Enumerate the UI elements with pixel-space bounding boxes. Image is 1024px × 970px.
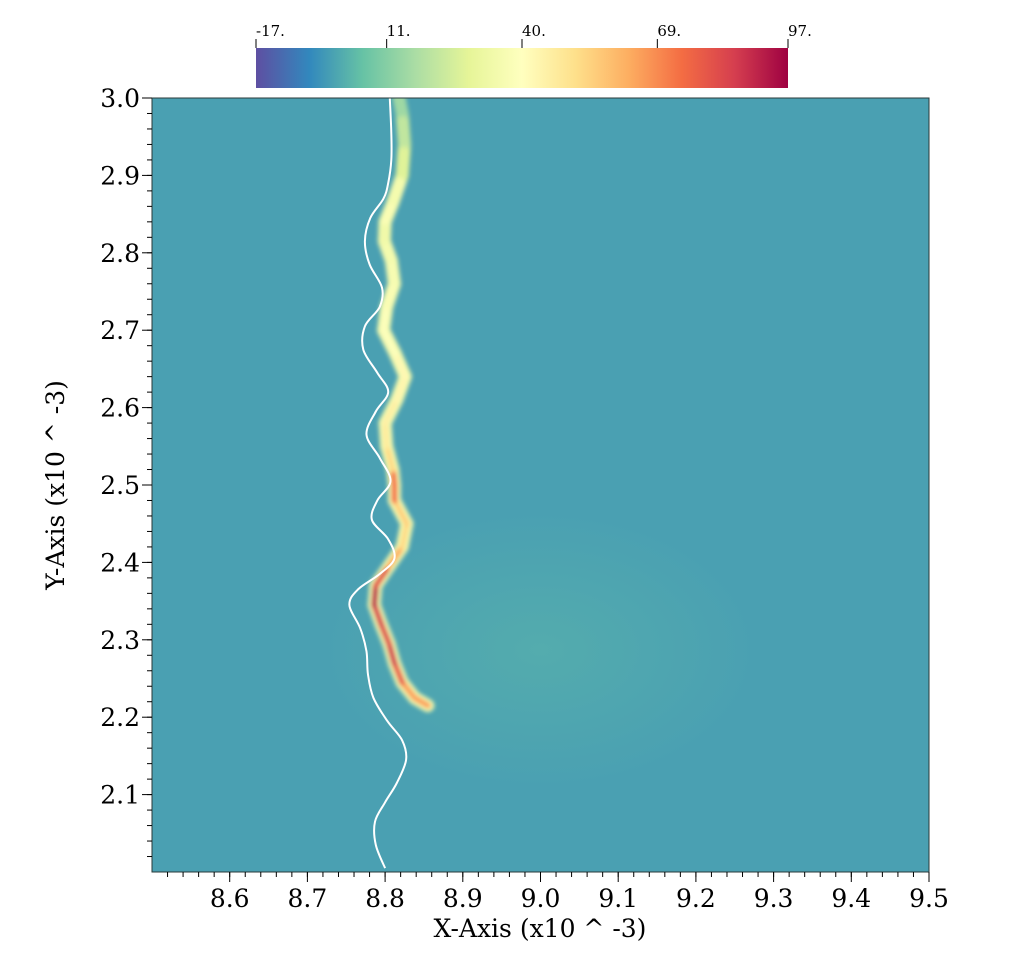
x-tick-label: 9.1: [598, 884, 638, 913]
front-band-segment: [381, 238, 395, 264]
x-tick-label: 9.0: [521, 884, 561, 913]
front-band-segment: [378, 621, 392, 647]
front-band-segment: [383, 443, 396, 473]
x-tick-label: 9.3: [754, 884, 794, 913]
colorbar-tick-label: -17.: [256, 22, 285, 40]
front-band-segment: [371, 582, 379, 608]
front-band-segment: [396, 98, 406, 117]
y-tick-label: 2.1: [100, 781, 140, 810]
y-tick-label: 2.2: [100, 703, 140, 732]
front-band-segment: [391, 660, 406, 686]
x-axis-label: X-Axis (x10 ^ -3): [434, 914, 647, 943]
front-band-segment: [383, 280, 398, 310]
front-band-segment: [382, 199, 396, 225]
front-band-segment: [399, 141, 408, 179]
x-tick-label: 9.5: [909, 884, 949, 913]
front-band-segment: [372, 563, 392, 589]
colorbar-tick-label: 97.: [788, 22, 812, 40]
y-tick-label: 2.9: [100, 161, 140, 190]
front-band-segment: [392, 350, 409, 380]
front-band-segment: [388, 257, 398, 287]
colorbar-tick-label: 11.: [387, 22, 411, 40]
y-tick-label: 2.6: [100, 394, 140, 423]
front-band-segment: [381, 218, 389, 245]
diffuse-glow: [320, 510, 760, 790]
y-tick-label: 2.3: [100, 626, 140, 655]
front-band-segment: [399, 110, 408, 148]
y-tick-label: 2.4: [100, 548, 140, 577]
colorbar: [256, 48, 788, 88]
x-tick-label: 8.7: [288, 884, 328, 913]
x-tick-label: 8.6: [210, 884, 250, 913]
front-band-segment: [371, 601, 385, 628]
front-band-segment: [389, 172, 406, 206]
front-band-segment: [399, 679, 418, 701]
y-tick-label: 3.0: [100, 84, 140, 113]
front-band-segment: [382, 420, 390, 450]
white-contour-line: [348, 98, 408, 869]
colorbar-tick-label: 40.: [522, 22, 546, 40]
x-tick-label: 9.2: [676, 884, 716, 913]
y-axis-label: Y-Axis (x10 ^ -3): [41, 380, 70, 591]
front-band-segment: [391, 497, 410, 527]
front-band-segment: [399, 520, 410, 550]
front-band-segment: [385, 640, 398, 667]
front-band-segment: [380, 303, 390, 334]
front-band-segment: [380, 327, 399, 357]
y-tick-label: 2.8: [100, 239, 140, 268]
y-tick-label: 2.5: [100, 471, 140, 500]
colorbar-tick-label: 69.: [657, 22, 681, 40]
x-tick-label: 8.8: [365, 884, 405, 913]
x-tick-label: 9.4: [831, 884, 871, 913]
front-band: [367, 98, 435, 713]
front-band-segment: [382, 396, 400, 427]
front-band-segment: [393, 373, 409, 403]
y-axis: 2.1 2.2 2.3 2.4 2.5 2.6 2.7 2.8 2.9 3.0: [100, 84, 152, 858]
colorbar-ticks: -17. 11. 40. 69. 97.: [255, 22, 812, 48]
y-tick-label: 2.7: [100, 316, 140, 345]
x-tick-label: 8.9: [443, 884, 483, 913]
x-axis: 8.6 8.7 8.8 8.9 9.0 9.1 9.2 9.3 9.4 9.5: [167, 872, 949, 913]
